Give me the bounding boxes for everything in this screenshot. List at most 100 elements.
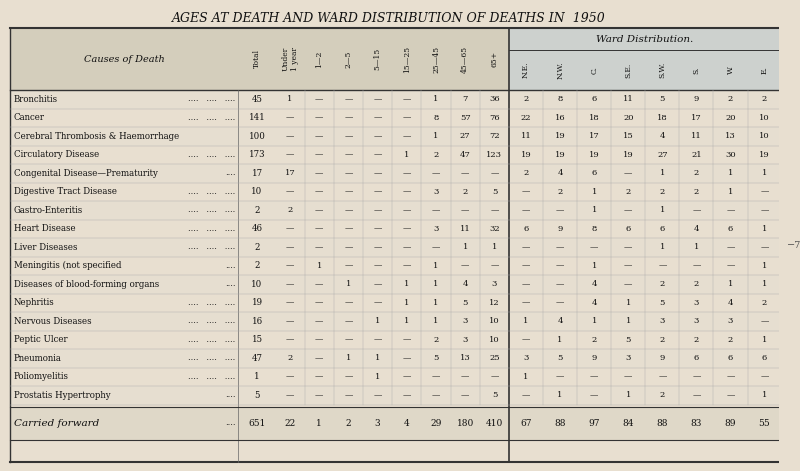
Bar <box>10 164 780 182</box>
Text: ....   ....   ....: .... .... .... <box>188 114 235 122</box>
Bar <box>10 275 780 293</box>
Text: 1: 1 <box>762 391 767 399</box>
Text: 15: 15 <box>251 335 262 344</box>
Text: 17: 17 <box>285 169 295 177</box>
Text: 7: 7 <box>462 95 468 103</box>
Text: 1: 1 <box>434 95 438 103</box>
Text: —: — <box>522 188 530 196</box>
Text: 1: 1 <box>287 95 293 103</box>
Text: 1: 1 <box>558 391 563 399</box>
Text: —: — <box>374 114 382 122</box>
Text: —: — <box>624 243 633 251</box>
Text: 1: 1 <box>591 317 597 325</box>
Text: 5: 5 <box>660 95 665 103</box>
Text: ....   ....   ....: .... .... .... <box>188 354 235 362</box>
Text: —: — <box>402 169 411 177</box>
Bar <box>10 201 780 219</box>
Text: 8: 8 <box>434 114 438 122</box>
Text: ....   ....   ....: .... .... .... <box>188 188 235 196</box>
Text: —: — <box>760 317 769 325</box>
Text: 1: 1 <box>434 132 438 140</box>
Text: 1: 1 <box>558 336 563 344</box>
Text: 89: 89 <box>725 419 736 428</box>
Text: 2: 2 <box>434 151 438 159</box>
Text: 21: 21 <box>691 151 702 159</box>
Text: Nephritis: Nephritis <box>14 298 54 307</box>
Text: —: — <box>760 206 769 214</box>
Text: —: — <box>344 95 353 103</box>
Text: 1: 1 <box>728 188 733 196</box>
Text: 1: 1 <box>660 243 665 251</box>
Text: —: — <box>522 262 530 270</box>
Text: 4: 4 <box>591 299 597 307</box>
Text: ....: .... <box>225 169 235 177</box>
Text: 3: 3 <box>626 354 631 362</box>
Text: 1: 1 <box>591 206 597 214</box>
Text: —: — <box>726 262 734 270</box>
Bar <box>10 28 780 90</box>
Text: —: — <box>556 299 564 307</box>
Text: —: — <box>556 373 564 381</box>
Text: —: — <box>344 336 353 344</box>
Text: —: — <box>590 373 598 381</box>
Text: 3: 3 <box>660 317 665 325</box>
Text: 1: 1 <box>434 280 438 288</box>
Text: 180: 180 <box>457 419 474 428</box>
Text: 2: 2 <box>660 391 665 399</box>
Text: 6: 6 <box>626 225 631 233</box>
Text: 1: 1 <box>762 280 767 288</box>
Text: —: — <box>461 206 470 214</box>
Text: —: — <box>490 169 498 177</box>
Text: —: — <box>344 243 353 251</box>
Text: —: — <box>344 206 353 214</box>
Text: 1: 1 <box>762 336 767 344</box>
Text: 13: 13 <box>460 354 470 362</box>
Text: 16: 16 <box>555 114 566 122</box>
Text: ....   ....   ....: .... .... .... <box>188 151 235 159</box>
Text: 1: 1 <box>591 188 597 196</box>
Text: 97: 97 <box>589 419 600 428</box>
Text: —: — <box>522 206 530 214</box>
Text: 10: 10 <box>251 187 262 196</box>
Text: Peptic Ulcer: Peptic Ulcer <box>14 335 67 344</box>
Text: —: — <box>374 391 382 399</box>
Text: 2: 2 <box>694 280 699 288</box>
Text: —: — <box>344 391 353 399</box>
Text: —: — <box>374 262 382 270</box>
Text: —: — <box>402 188 411 196</box>
Text: Digestive Tract Disease: Digestive Tract Disease <box>14 187 117 196</box>
Text: —: — <box>432 169 440 177</box>
Text: 5: 5 <box>254 391 260 400</box>
Text: 30: 30 <box>725 151 736 159</box>
Text: —: — <box>315 243 323 251</box>
Text: —: — <box>522 243 530 251</box>
Text: 410: 410 <box>486 419 503 428</box>
Text: —: — <box>315 373 323 381</box>
Text: 10: 10 <box>759 132 770 140</box>
Text: 141: 141 <box>249 113 266 122</box>
Text: 4: 4 <box>558 317 563 325</box>
Text: —: — <box>286 280 294 288</box>
Text: 6: 6 <box>728 354 733 362</box>
Text: 1: 1 <box>762 169 767 177</box>
Text: —: — <box>344 114 353 122</box>
Text: 1: 1 <box>492 243 497 251</box>
Text: 36: 36 <box>489 95 500 103</box>
Text: —: — <box>315 132 323 140</box>
Text: 2: 2 <box>728 336 733 344</box>
Text: —: — <box>344 188 353 196</box>
Text: 6: 6 <box>591 169 597 177</box>
Text: 2: 2 <box>346 419 351 428</box>
Text: 88: 88 <box>657 419 668 428</box>
Text: 1: 1 <box>434 299 438 307</box>
Text: —: — <box>374 169 382 177</box>
Text: 173: 173 <box>249 150 266 159</box>
Text: —: — <box>315 225 323 233</box>
Text: Circulatory Disease: Circulatory Disease <box>14 150 99 159</box>
Text: ....   ....   ....: .... .... .... <box>188 336 235 344</box>
Text: 2—5: 2—5 <box>345 50 353 68</box>
Text: —: — <box>658 373 666 381</box>
Text: −7: −7 <box>787 241 800 250</box>
Text: 5—15: 5—15 <box>374 48 382 70</box>
Text: —: — <box>461 373 470 381</box>
